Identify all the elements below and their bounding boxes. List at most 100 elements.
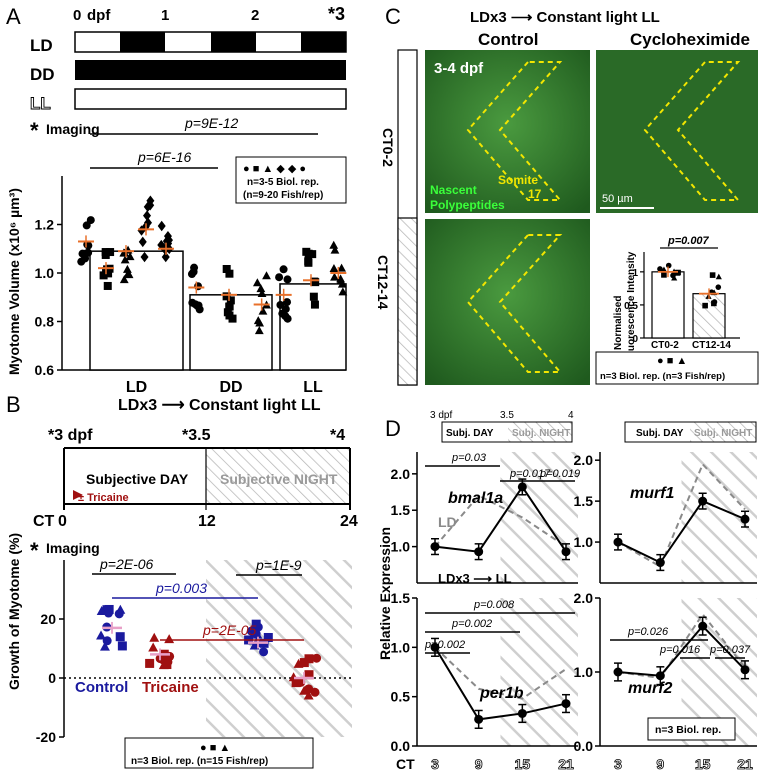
d-point bbox=[561, 547, 571, 557]
a-point bbox=[337, 263, 346, 272]
d-point bbox=[517, 708, 527, 718]
d-p-value: p=0.002 bbox=[424, 639, 465, 651]
c-inset-ylabel2: Fluorescence Intensity bbox=[626, 251, 637, 360]
c-scale-label: 50 µm bbox=[602, 193, 633, 205]
b-point bbox=[104, 604, 114, 614]
d-y-tick-label: 1.0 bbox=[574, 664, 594, 680]
b-p-value: p=2E-05 bbox=[202, 622, 257, 638]
c-point bbox=[665, 262, 672, 269]
c-image-control-ct12 bbox=[425, 219, 590, 385]
b-title: LDx3 ⟶ Constant light LL bbox=[118, 397, 321, 414]
a-tick-3: *3 bbox=[328, 4, 345, 24]
panel-b: B LDx3 ⟶ Constant light LL *3 dpf *3.5 *… bbox=[6, 392, 358, 769]
a-point bbox=[137, 225, 146, 236]
c-y-tick-label: 0.5 bbox=[624, 301, 638, 312]
d-tl-3dpf: 3 dpf bbox=[430, 410, 452, 421]
c-somite-label: Somite bbox=[498, 173, 538, 187]
c-point bbox=[715, 284, 722, 290]
d-point bbox=[698, 621, 708, 631]
d-gene-title: bmal1a bbox=[448, 490, 503, 507]
d-ld-line bbox=[617, 462, 746, 569]
a-tick-dpf: dpf bbox=[87, 7, 111, 24]
d-ct-label: CT bbox=[396, 756, 415, 772]
a-tick-1: 1 bbox=[161, 7, 169, 24]
d-line bbox=[434, 485, 567, 553]
a-point bbox=[194, 301, 203, 310]
a-point bbox=[225, 302, 234, 311]
b-point bbox=[162, 660, 172, 670]
panel-letter-d: D bbox=[385, 416, 401, 441]
a-bar bbox=[89, 250, 184, 371]
c-control-label: Control bbox=[478, 30, 538, 49]
d-point bbox=[613, 537, 623, 547]
a-x-tick-label: LL bbox=[303, 379, 323, 396]
b-n-box bbox=[124, 737, 314, 769]
a-point bbox=[262, 271, 271, 280]
a-legend-box bbox=[235, 156, 347, 204]
d-p-value: p=0.037 bbox=[709, 644, 751, 656]
b-point bbox=[251, 619, 261, 629]
a-legend-line1: n=3-5 Biol. rep. bbox=[247, 177, 319, 188]
d-p-value: p=0.002 bbox=[451, 618, 492, 630]
a-point bbox=[330, 272, 339, 281]
a-imaging-star: * bbox=[30, 118, 39, 143]
a-point bbox=[120, 255, 130, 264]
a-point bbox=[124, 270, 134, 279]
d-x-tick-label: 9 bbox=[475, 756, 483, 772]
d-p-value: p=0.016 bbox=[659, 644, 701, 656]
a-point bbox=[101, 248, 110, 257]
b-point bbox=[312, 653, 322, 663]
c-image-control-ct0 bbox=[425, 50, 590, 213]
a-p-small: p=6E-16 bbox=[137, 149, 192, 165]
c-point bbox=[702, 302, 708, 309]
a-point bbox=[254, 326, 264, 335]
c-point bbox=[671, 274, 678, 281]
c-image-cyclo-ct0 bbox=[596, 50, 758, 213]
a-point bbox=[106, 248, 115, 257]
c-point bbox=[657, 266, 663, 272]
a-point bbox=[222, 264, 231, 273]
d-point bbox=[655, 671, 665, 681]
a-point bbox=[143, 210, 152, 221]
a-row-ld: LD bbox=[30, 36, 53, 55]
b-point bbox=[164, 634, 175, 644]
b-subj-night: Subjective NIGHT bbox=[220, 471, 338, 487]
a-point bbox=[302, 247, 311, 256]
c-point bbox=[661, 272, 667, 278]
b-point bbox=[303, 690, 314, 700]
b-y-tick-label: 0 bbox=[48, 670, 56, 686]
c-bar bbox=[651, 271, 685, 339]
b-point bbox=[100, 641, 110, 651]
d-p-value: p=0.008 bbox=[473, 599, 515, 611]
d-y-tick-label: 2.0 bbox=[391, 466, 411, 482]
d-tl-4: 4 bbox=[568, 410, 574, 421]
a-point bbox=[310, 277, 319, 286]
b-point bbox=[96, 606, 107, 616]
d-ylabel: Relative Expression bbox=[377, 527, 393, 660]
a-point bbox=[338, 287, 348, 296]
a-point bbox=[283, 298, 292, 307]
a-point bbox=[330, 245, 340, 254]
c-point bbox=[660, 266, 668, 273]
b-p-value: p=2E-06 bbox=[99, 556, 154, 572]
d-ldx3-label: LDx3 ⟶ LL bbox=[438, 571, 512, 586]
d-point bbox=[561, 699, 571, 709]
a-point bbox=[283, 275, 292, 284]
a-point bbox=[304, 258, 313, 267]
d-n-box bbox=[647, 717, 736, 741]
d-y-tick-label: 0.5 bbox=[391, 689, 411, 705]
c-y-tick-label: 1 bbox=[632, 268, 638, 279]
d-line bbox=[617, 499, 746, 564]
a-ll-bar bbox=[74, 88, 347, 110]
b-point bbox=[149, 632, 160, 642]
b-point bbox=[96, 630, 106, 640]
d-y-tick-label: 2.0 bbox=[574, 590, 594, 606]
d-point bbox=[517, 482, 527, 492]
c-n-symbols: ● ■ ▲ bbox=[657, 355, 687, 367]
panel-letter-a: A bbox=[6, 4, 21, 29]
b-n-text: n=3 Biol. rep. (n=15 Fish/rep) bbox=[131, 756, 268, 767]
d-night-shading bbox=[500, 598, 578, 746]
c-ct-top: CT0-2 bbox=[380, 128, 396, 167]
panel-c: C LDx3 ⟶ Constant light LL Control Cyclo… bbox=[375, 4, 759, 386]
b-subj-day: Subjective DAY bbox=[86, 471, 189, 487]
